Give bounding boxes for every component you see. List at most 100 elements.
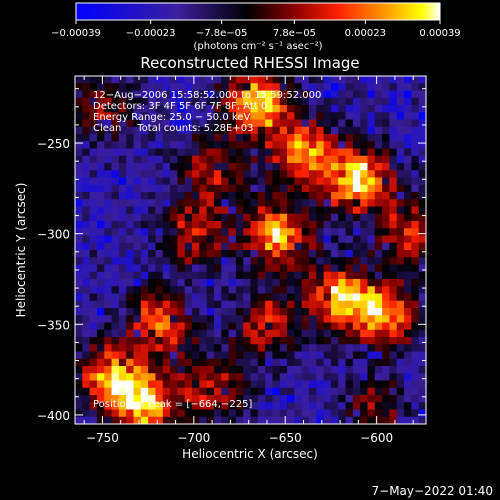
heatmap-cell	[360, 119, 368, 128]
heatmap-cell	[330, 112, 339, 120]
heatmap-cell	[272, 213, 281, 222]
heatmap-cell	[301, 199, 310, 207]
heatmap-cell	[118, 315, 127, 323]
heatmap-cell	[338, 358, 346, 367]
heatmap-cell	[360, 279, 368, 287]
heatmap-cell	[265, 170, 273, 178]
heatmap-cell	[316, 177, 325, 186]
heatmap-cell	[184, 271, 193, 280]
colorbar-tick-label: 0.00039	[419, 28, 460, 39]
heatmap-cell	[374, 177, 383, 186]
heatmap-cell	[126, 126, 134, 135]
heatmap-cell	[418, 184, 427, 193]
heatmap-cell	[221, 329, 229, 338]
heatmap-cell	[82, 221, 91, 229]
heatmap-cell	[133, 380, 142, 389]
heatmap-cell	[235, 279, 244, 287]
heatmap-cell	[235, 344, 244, 352]
heatmap-cell	[155, 387, 164, 396]
heatmap-cell	[418, 300, 427, 309]
heatmap-cell	[118, 373, 127, 381]
heatmap-cell	[367, 155, 376, 164]
heatmap-cell	[338, 387, 346, 396]
heatmap-cell	[104, 148, 112, 157]
heatmap-cell	[309, 97, 317, 106]
heatmap-cell	[104, 257, 112, 265]
heatmap-cell	[272, 329, 281, 338]
heatmap-cell	[206, 293, 215, 302]
heatmap-cell	[389, 155, 398, 164]
heatmap-cell	[162, 351, 171, 360]
heatmap-cell	[155, 199, 164, 207]
heatmap-cell	[96, 300, 105, 309]
heatmap-cell	[330, 177, 339, 186]
heatmap-cell	[323, 358, 332, 367]
heatmap-cell	[257, 76, 266, 84]
heatmap-cell	[148, 228, 156, 236]
heatmap-cell	[177, 380, 186, 389]
heatmap-cell	[352, 300, 361, 309]
heatmap-cell	[294, 322, 303, 331]
heatmap-cell	[345, 395, 354, 403]
heatmap-cell	[374, 279, 383, 287]
heatmap-cell	[235, 184, 244, 193]
heatmap-cell	[243, 395, 251, 403]
heatmap-cell	[235, 286, 244, 294]
heatmap-cell	[389, 257, 398, 265]
heatmap-cell	[374, 163, 383, 171]
heatmap-cell	[301, 192, 310, 200]
heatmap-cell	[104, 112, 112, 120]
heatmap-cell	[338, 293, 346, 302]
heatmap-cell	[228, 83, 237, 91]
heatmap-cell	[272, 271, 281, 280]
heatmap-cell	[140, 199, 149, 207]
heatmap-cell	[177, 358, 186, 367]
heatmap-cell	[243, 279, 251, 287]
heatmap-cell	[287, 329, 295, 338]
heatmap-cell	[104, 184, 112, 193]
heatmap-cell	[221, 170, 229, 178]
heatmap-cell	[235, 141, 244, 149]
heatmap-cell	[389, 337, 398, 345]
heatmap-cell	[104, 206, 112, 215]
heatmap-cell	[250, 126, 259, 135]
heatmap-cell	[140, 126, 149, 135]
heatmap-cell	[192, 380, 200, 389]
heatmap-cell	[235, 163, 244, 171]
heatmap-cell	[162, 293, 171, 302]
heatmap-cell	[272, 286, 281, 294]
heatmap-cell	[75, 126, 83, 135]
heatmap-cell	[213, 242, 222, 251]
heatmap-cell	[199, 155, 208, 164]
heatmap-cell	[162, 235, 171, 244]
heatmap-cell	[111, 250, 120, 258]
heatmap-cell	[294, 344, 303, 352]
heatmap-cell	[228, 192, 237, 200]
heatmap-cell	[396, 300, 405, 309]
heatmap-cell	[257, 402, 266, 410]
heatmap-cell	[330, 199, 339, 207]
heatmap-cell	[192, 257, 200, 265]
heatmap-cell	[330, 221, 339, 229]
chart-title: Reconstructed RHESSI Image	[140, 54, 359, 72]
heatmap-cell	[389, 134, 398, 142]
heatmap-cell	[111, 155, 120, 164]
heatmap-cell	[323, 329, 332, 338]
heatmap-cell	[199, 322, 208, 331]
heatmap-cell	[177, 264, 186, 273]
heatmap-cell	[148, 366, 156, 374]
heatmap-cell	[338, 184, 346, 193]
heatmap-cell	[89, 141, 98, 149]
heatmap-cell	[118, 271, 127, 280]
heatmap-cell	[148, 177, 156, 186]
heatmap-cell	[118, 395, 127, 403]
heatmap-cell	[279, 271, 288, 280]
heatmap-cell	[118, 242, 127, 251]
heatmap-cell	[96, 213, 105, 222]
heatmap-cell	[118, 380, 127, 389]
heatmap-cell	[206, 271, 215, 280]
heatmap-cell	[170, 286, 178, 294]
heatmap-cell	[287, 148, 295, 157]
heatmap-cell	[309, 112, 317, 120]
heatmap-cell	[133, 105, 142, 113]
